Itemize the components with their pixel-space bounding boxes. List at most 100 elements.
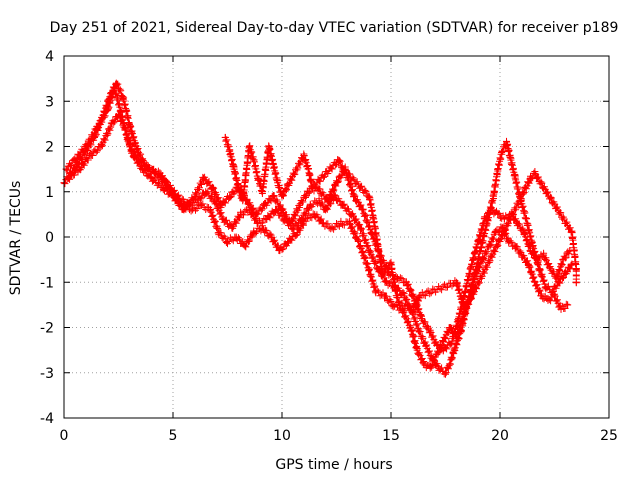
data-point-1-29 bbox=[324, 197, 332, 205]
data-point-0-26 bbox=[280, 215, 288, 223]
data-point-0-49 bbox=[457, 328, 465, 336]
data-point-1-57 bbox=[533, 256, 541, 264]
data-point-2-28 bbox=[319, 219, 327, 227]
data-point-0-43 bbox=[422, 342, 430, 350]
y-tick-label: -2 bbox=[40, 321, 54, 337]
data-point-0-46 bbox=[442, 369, 449, 377]
data-point-2-17 bbox=[224, 238, 231, 246]
data-point-0-34 bbox=[348, 210, 356, 218]
y-tick-label: 1 bbox=[45, 185, 54, 201]
data-point-2-31 bbox=[346, 219, 354, 227]
data-point-0-36 bbox=[365, 247, 373, 255]
data-point-2-59 bbox=[544, 296, 552, 304]
data-point-2-27 bbox=[311, 210, 319, 218]
data-point-3-1 bbox=[226, 147, 234, 155]
data-point-0-68 bbox=[568, 260, 576, 268]
data-point-3-26 bbox=[415, 292, 423, 300]
data-point-2-15 bbox=[206, 206, 214, 214]
data-point-2-3 bbox=[97, 143, 105, 150]
data-point-1-48 bbox=[474, 238, 482, 246]
data-point-3-7 bbox=[254, 174, 262, 182]
data-point-3-25 bbox=[411, 305, 419, 313]
data-point-2-29 bbox=[328, 224, 336, 232]
data-point-1-56 bbox=[527, 247, 535, 255]
data-point-2-62 bbox=[564, 301, 572, 309]
data-point-2-47 bbox=[465, 292, 473, 300]
data-point-2-16 bbox=[215, 228, 223, 236]
data-point-1-17 bbox=[217, 201, 225, 209]
data-point-2-39 bbox=[413, 346, 421, 354]
data-point-0-52 bbox=[476, 247, 484, 255]
data-point-3-15 bbox=[309, 183, 317, 191]
y-tick-label: 0 bbox=[45, 230, 54, 246]
data-point-1-3 bbox=[93, 124, 101, 132]
data-point-2-53 bbox=[505, 238, 513, 246]
data-point-2-52 bbox=[498, 224, 506, 232]
data-point-2-12 bbox=[178, 201, 186, 209]
data-point-0-42 bbox=[415, 328, 423, 336]
data-point-2-23 bbox=[276, 247, 284, 255]
data-point-3-16 bbox=[335, 156, 343, 164]
data-point-3-3 bbox=[234, 183, 242, 191]
data-point-2-55 bbox=[518, 251, 526, 259]
data-point-1-18 bbox=[226, 192, 234, 200]
data-point-1-16 bbox=[208, 183, 216, 191]
data-point-0-4 bbox=[91, 133, 99, 141]
data-point-0-21 bbox=[237, 210, 245, 218]
data-point-3-31 bbox=[531, 170, 539, 178]
data-point-1-51 bbox=[494, 210, 502, 218]
data-point-0-15 bbox=[184, 201, 192, 209]
data-point-0-54 bbox=[489, 192, 497, 200]
data-point-0-19 bbox=[219, 215, 227, 223]
data-point-3-17 bbox=[339, 165, 347, 173]
data-point-3-14 bbox=[304, 165, 312, 173]
data-point-2-56 bbox=[524, 260, 532, 268]
data-point-2-6 bbox=[121, 124, 129, 132]
data-point-3-6 bbox=[250, 156, 258, 164]
data-point-1-14 bbox=[191, 192, 199, 200]
data-point-1-21 bbox=[252, 210, 260, 218]
data-point-1-23 bbox=[269, 192, 277, 200]
data-point-2-26 bbox=[302, 215, 310, 223]
chart-title: Day 251 of 2021, Sidereal Day-to-day VTE… bbox=[50, 20, 619, 36]
data-point-2-61 bbox=[557, 305, 565, 313]
data-point-0-64 bbox=[542, 283, 550, 291]
data-point-3-2 bbox=[230, 165, 238, 173]
x-tick-label: 0 bbox=[60, 428, 69, 444]
data-point-3-33 bbox=[570, 247, 578, 255]
x-tick-label: 20 bbox=[491, 428, 509, 444]
data-point-2-60 bbox=[551, 292, 558, 300]
data-point-2-35 bbox=[380, 292, 388, 300]
data-point-0-60 bbox=[516, 192, 524, 200]
data-point-0-6 bbox=[106, 93, 114, 101]
data-point-3-23 bbox=[391, 287, 399, 295]
data-point-0-40 bbox=[400, 292, 408, 300]
data-point-2-50 bbox=[485, 242, 493, 250]
data-point-2-57 bbox=[531, 278, 539, 286]
data-point-1-41 bbox=[426, 328, 434, 336]
y-tick-label: 2 bbox=[45, 140, 54, 156]
data-point-0-56 bbox=[498, 147, 506, 155]
data-point-2-34 bbox=[372, 287, 380, 295]
data-point-2-10 bbox=[156, 170, 164, 178]
data-point-0-33 bbox=[339, 201, 347, 209]
data-point-2-45 bbox=[452, 333, 460, 341]
data-point-1-46 bbox=[461, 287, 469, 295]
data-point-2-42 bbox=[433, 351, 441, 359]
data-point-3-0 bbox=[221, 133, 229, 141]
data-point-3-27 bbox=[452, 278, 460, 286]
data-point-1-40 bbox=[418, 314, 426, 322]
data-point-0-29 bbox=[306, 201, 314, 209]
data-point-2-33 bbox=[363, 260, 371, 268]
data-point-2-22 bbox=[267, 233, 275, 241]
data-point-0-7 bbox=[112, 79, 120, 87]
data-point-2-5 bbox=[115, 111, 122, 119]
data-point-0-61 bbox=[522, 215, 530, 223]
y-axis-label: SDTVAR / TECUs bbox=[8, 181, 24, 296]
data-point-0-22 bbox=[245, 206, 253, 214]
data-point-1-10 bbox=[147, 174, 155, 182]
data-point-2-1 bbox=[75, 165, 83, 173]
data-point-1-7 bbox=[123, 133, 131, 141]
data-point-1-1 bbox=[71, 156, 79, 164]
